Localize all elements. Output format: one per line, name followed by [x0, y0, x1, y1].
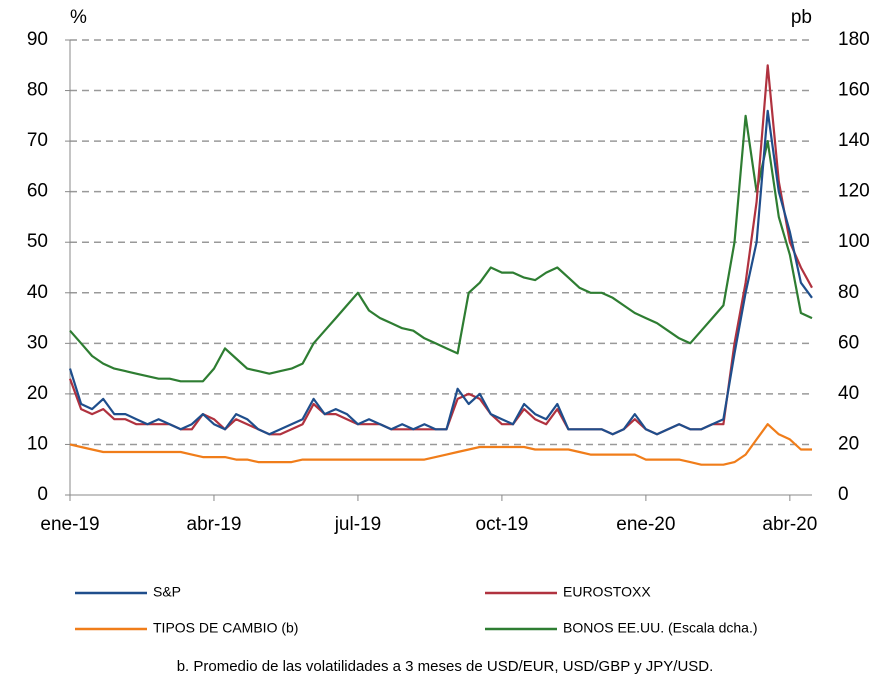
legend-label: BONOS EE.UU. (Escala dcha.)	[563, 620, 758, 636]
y-tick-label: 0	[37, 484, 48, 505]
y2-tick-label: 120	[838, 181, 870, 202]
x-tick-label: abr-20	[762, 514, 817, 535]
y-tick-label: 60	[27, 181, 48, 202]
y-tick-label: 50	[27, 231, 48, 252]
x-tick-label: abr-19	[187, 514, 242, 535]
y2-tick-label: 180	[838, 29, 870, 50]
y2-tick-label: 100	[838, 231, 870, 252]
x-tick-label: ene-19	[40, 514, 99, 535]
y-tick-label: 80	[27, 80, 48, 101]
y-tick-label: 20	[27, 383, 48, 404]
y-axis-unit: %	[70, 7, 87, 28]
footnote: b. Promedio de las volatilidades a 3 mes…	[177, 658, 714, 675]
x-tick-label: ene-20	[616, 514, 675, 535]
y-tick-label: 90	[27, 29, 48, 50]
legend-label: TIPOS DE CAMBIO (b)	[153, 620, 298, 636]
y2-tick-label: 20	[838, 433, 859, 454]
series-line	[68, 109, 813, 436]
series-line	[69, 114, 813, 383]
y2-tick-label: 140	[838, 130, 870, 151]
y-tick-label: 70	[27, 130, 48, 151]
x-tick-label: oct-19	[476, 514, 529, 535]
legend-label: EUROSTOXX	[563, 584, 651, 600]
y2-tick-label: 40	[838, 383, 859, 404]
y2-axis-unit: pb	[791, 7, 812, 28]
y-tick-label: 40	[27, 282, 48, 303]
y-tick-label: 30	[27, 332, 48, 353]
series-line	[68, 64, 813, 436]
legend-label: S&P	[153, 584, 181, 600]
x-tick-label: jul-19	[334, 514, 381, 535]
series-line	[69, 423, 812, 466]
y2-tick-label: 0	[838, 484, 849, 505]
y2-tick-label: 60	[838, 332, 859, 353]
y-tick-label: 10	[27, 433, 48, 454]
y2-tick-label: 80	[838, 282, 859, 303]
y2-tick-label: 160	[838, 80, 870, 101]
